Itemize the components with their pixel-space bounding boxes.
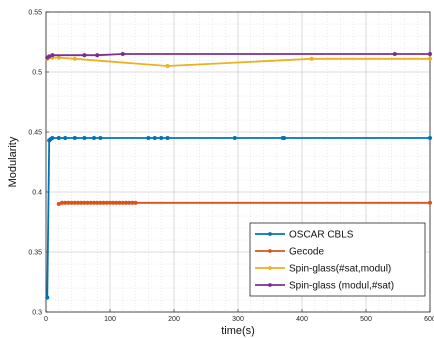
x-axis-label: time(s) [221, 325, 255, 337]
series-layer [45, 51, 433, 300]
data-point [50, 53, 55, 58]
x-tick-label: 200 [168, 316, 180, 323]
data-point [56, 135, 61, 141]
data-point [82, 135, 87, 141]
legend-swatch-marker [268, 249, 272, 253]
data-point [120, 51, 125, 57]
data-point [82, 53, 87, 58]
x-tick-label: 0 [44, 316, 48, 323]
legend: OSCAR CBLS Gecode Spin-glass(#sat,modul) Sp… [249, 222, 426, 297]
y-tick-label: 0.3 [32, 310, 42, 317]
y-axis-label: Modularity [7, 136, 19, 187]
y-tick-label: 0.35 [28, 250, 42, 257]
legend-entry: Spin-glass (modul,#sat) [255, 281, 394, 292]
data-point [72, 56, 77, 61]
legend-label: Spin-glass(#sat,modul) [289, 264, 391, 275]
legend-swatch-marker [268, 232, 272, 236]
data-point [281, 135, 287, 141]
x-axis-ticks: 0 100 200 300 400 500 600 [44, 309, 434, 323]
legend-label: Gecode [289, 247, 324, 258]
data-point [427, 51, 433, 57]
legend-entry: Spin-glass(#sat,modul) [255, 264, 391, 275]
x-tick-label: 100 [104, 316, 116, 323]
data-point [232, 135, 237, 141]
legend-entry: Gecode [255, 247, 324, 258]
data-point [63, 135, 68, 141]
data-point [146, 135, 151, 141]
x-tick-label: 400 [296, 316, 308, 323]
data-point [50, 135, 55, 141]
legend-label: Spin-glass (modul,#sat) [289, 281, 394, 292]
data-point [95, 53, 100, 58]
y-tick-label: 0.45 [28, 130, 42, 137]
legend-box [249, 222, 426, 297]
data-point [133, 200, 138, 205]
x-tick-label: 600 [424, 316, 434, 323]
series-2 [56, 200, 433, 207]
legend-swatch-marker [268, 283, 272, 287]
data-point [392, 51, 397, 57]
legend-label: OSCAR CBLS [289, 230, 354, 241]
legend-entry: OSCAR CBLS [255, 230, 354, 241]
x-tick-label: 500 [360, 316, 372, 323]
data-point [152, 135, 157, 141]
y-tick-label: 0.55 [28, 10, 42, 17]
data-point [427, 200, 433, 205]
x-tick-label: 300 [232, 316, 244, 323]
data-point [427, 135, 433, 141]
data-point [427, 56, 433, 61]
data-point [91, 135, 97, 141]
data-point [159, 135, 164, 141]
data-point [165, 63, 170, 69]
y-tick-label: 0.5 [32, 70, 42, 77]
data-point [45, 295, 50, 300]
data-point [309, 56, 314, 61]
data-point [56, 55, 61, 60]
series-4 [45, 51, 433, 60]
y-tick-label: 0.4 [32, 190, 42, 197]
data-point [165, 135, 170, 141]
data-point [72, 135, 77, 141]
series-1 [45, 135, 433, 300]
data-point [98, 135, 103, 141]
legend-swatch-marker [268, 266, 272, 270]
